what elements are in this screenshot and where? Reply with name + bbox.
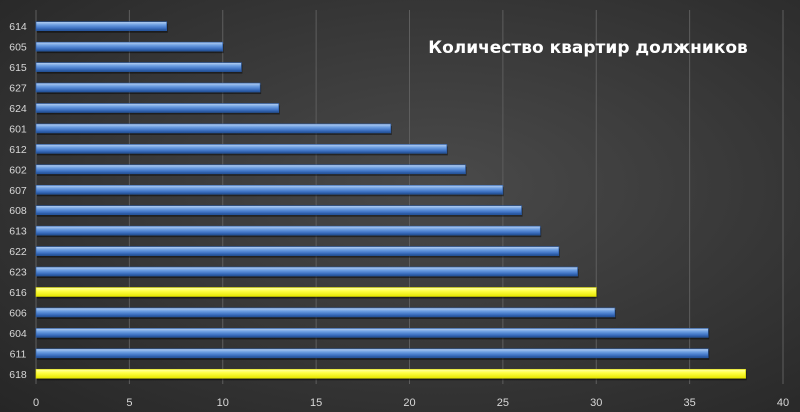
x-tick-label: 20 [403,397,415,409]
bar [35,123,392,134]
x-axis-ticks: 0 5 10 15 20 25 30 35 40 [33,397,789,409]
y-category-label: 602 [9,164,27,176]
category-labels: 614 605 615 627 624 601 612 602 607 608 613 622 623 6… [9,21,27,381]
x-tick-label: 35 [684,397,696,409]
bar [35,246,560,256]
bar [35,348,709,359]
bar [35,82,261,93]
y-category-label: 623 [9,267,27,279]
y-category-label: 618 [9,369,27,381]
bar [35,164,466,175]
x-tick-label: 15 [310,397,322,409]
y-category-label: 601 [9,123,27,135]
chart-title: Количество квартир должников [428,38,748,58]
bar [35,328,709,338]
x-tick-label: 0 [33,397,39,409]
y-category-label: 627 [9,83,27,95]
bar [35,266,578,277]
y-category-label: 615 [9,62,27,74]
bar [35,225,541,236]
bar-highlighted [35,287,597,297]
y-category-label: 611 [10,348,27,360]
x-tick-label: 10 [217,397,229,409]
y-category-label: 612 [9,144,27,156]
y-category-label: 607 [9,185,27,197]
bar [35,62,242,72]
x-tick-label: 5 [126,397,132,409]
gridlines [35,10,784,384]
y-category-label: 614 [9,21,27,33]
y-category-label: 622 [9,246,27,258]
bars [35,21,747,381]
bar [35,21,168,32]
y-category-label: 624 [9,103,27,115]
y-category-label: 613 [9,226,27,238]
y-category-label: 606 [9,307,27,319]
x-tick-label: 30 [590,397,602,409]
bar [35,144,448,154]
y-category-label: 616 [9,287,27,299]
y-category-label: 608 [9,205,27,217]
y-category-label: 604 [9,328,27,340]
bar [35,184,504,195]
x-tick-label: 40 [777,397,789,409]
bar [35,205,522,216]
bar-highlighted [35,368,746,379]
bar [35,307,616,318]
bar [35,41,224,52]
bar [35,103,280,113]
y-category-label: 605 [9,42,27,54]
x-tick-label: 25 [497,397,509,409]
